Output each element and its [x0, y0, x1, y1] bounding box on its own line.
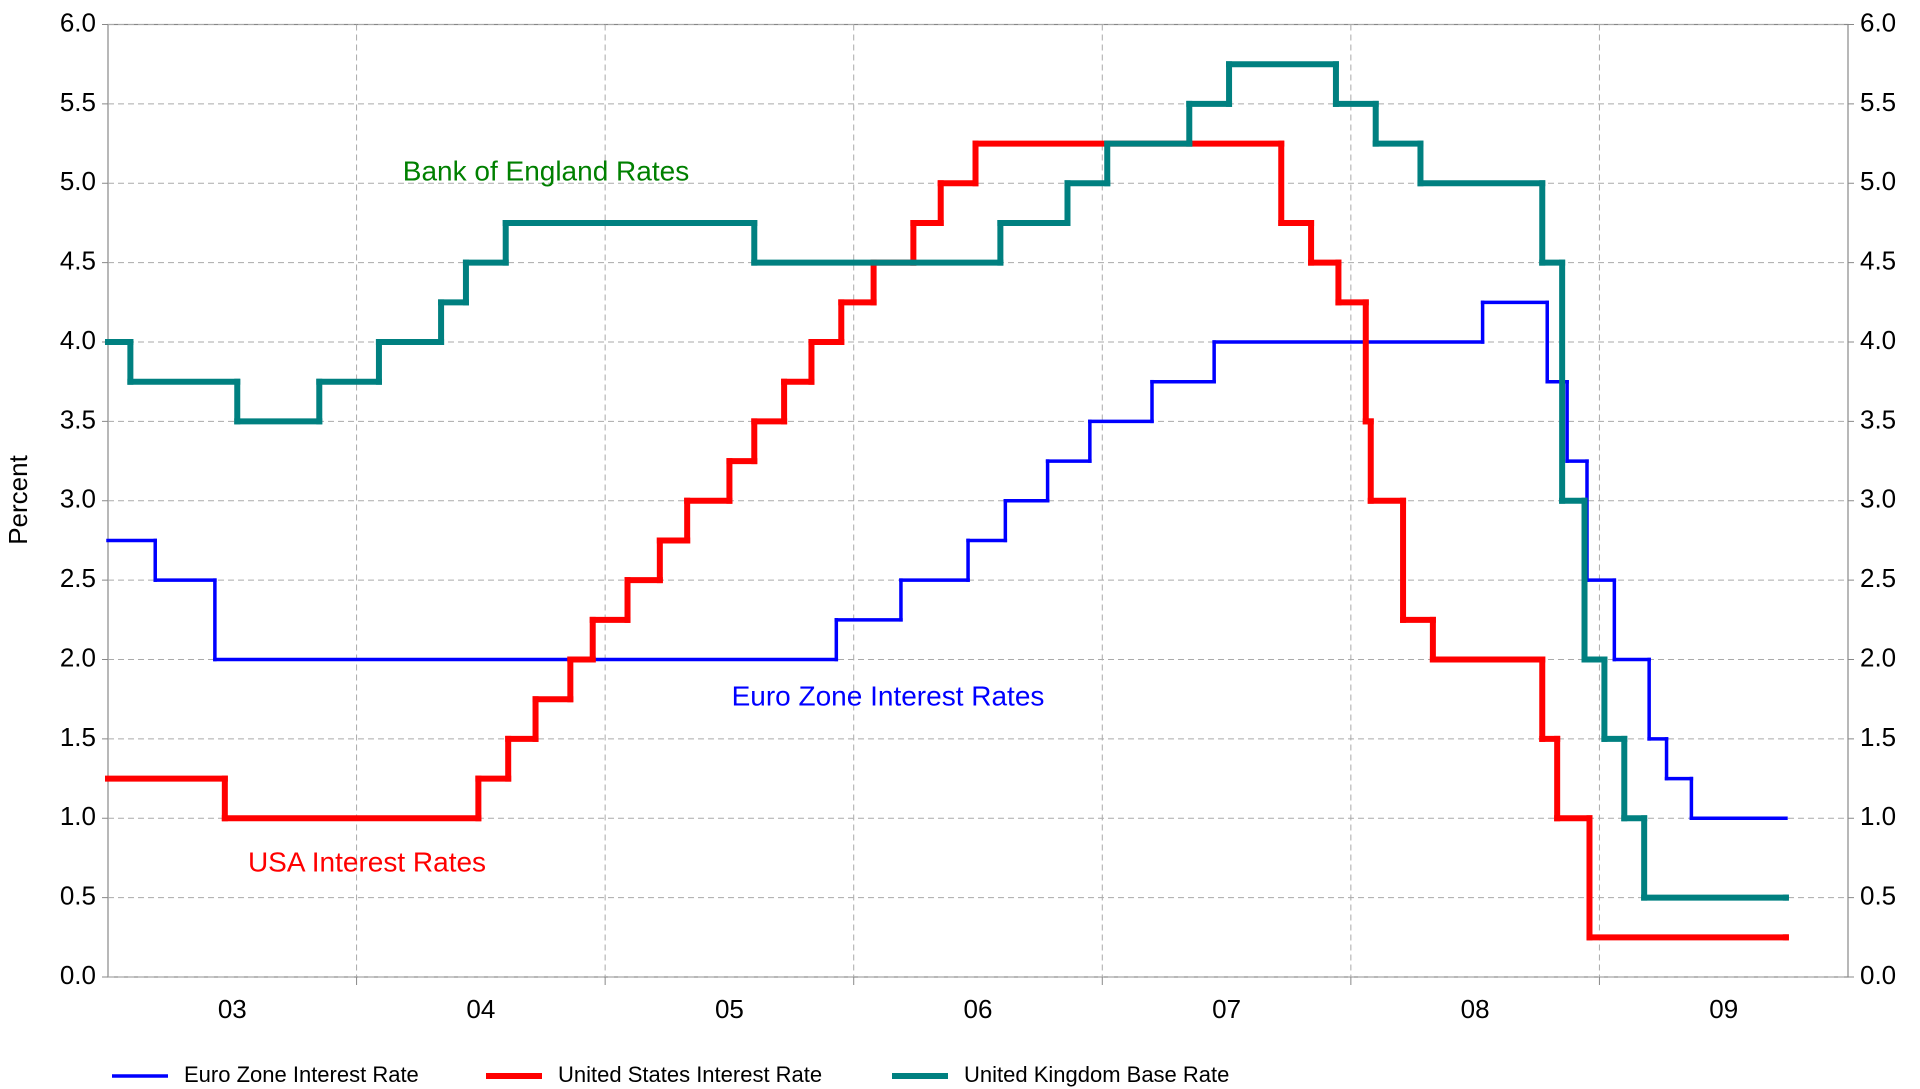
y-tick-label: 0.0 — [60, 960, 96, 990]
y-tick-label: 5.0 — [60, 166, 96, 196]
y-tick-label: 2.0 — [60, 642, 96, 672]
y-axis-label: Percent — [3, 454, 33, 544]
legend-label: Euro Zone Interest Rate — [184, 1062, 419, 1087]
end-point — [1784, 816, 1788, 820]
y2-tick-label: 0.5 — [1860, 881, 1896, 911]
y2-tick-label: 4.5 — [1860, 246, 1896, 276]
y2-tick-label: 6.0 — [1860, 7, 1896, 37]
y2-tick-label: 5.5 — [1860, 87, 1896, 117]
x-tick-label: 06 — [964, 994, 993, 1024]
y2-tick-label: 5.0 — [1860, 166, 1896, 196]
y2-tick-label: 4.0 — [1860, 325, 1896, 355]
y-tick-label: 5.5 — [60, 87, 96, 117]
x-tick-label: 04 — [466, 994, 495, 1024]
y-tick-label: 1.0 — [60, 801, 96, 831]
x-tick-label: 03 — [218, 994, 247, 1024]
x-tick-label: 07 — [1212, 994, 1241, 1024]
y2-tick-label: 1.5 — [1860, 722, 1896, 752]
annotation: USA Interest Rates — [248, 846, 486, 877]
legend-label: United States Interest Rate — [558, 1062, 822, 1087]
legend-label: United Kingdom Base Rate — [964, 1062, 1229, 1087]
y2-tick-label: 0.0 — [1860, 960, 1896, 990]
annotation: Bank of England Rates — [403, 155, 689, 186]
y2-tick-label: 2.5 — [1860, 563, 1896, 593]
y-tick-label: 0.5 — [60, 881, 96, 911]
y-tick-label: 1.5 — [60, 722, 96, 752]
y-tick-label: 6.0 — [60, 7, 96, 37]
y-tick-label: 3.5 — [60, 404, 96, 434]
y-tick-label: 4.0 — [60, 325, 96, 355]
annotation: Euro Zone Interest Rates — [732, 680, 1045, 711]
y-tick-label: 2.5 — [60, 563, 96, 593]
y-tick-label: 3.0 — [60, 484, 96, 514]
y-tick-label: 4.5 — [60, 246, 96, 276]
y2-tick-label: 3.5 — [1860, 404, 1896, 434]
end-point — [1782, 934, 1789, 941]
x-tick-label: 09 — [1709, 994, 1738, 1024]
x-tick-label: 05 — [715, 994, 744, 1024]
end-point — [1782, 894, 1789, 901]
x-tick-label: 08 — [1461, 994, 1490, 1024]
y2-tick-label: 1.0 — [1860, 801, 1896, 831]
y2-tick-label: 2.0 — [1860, 642, 1896, 672]
y2-tick-label: 3.0 — [1860, 484, 1896, 514]
